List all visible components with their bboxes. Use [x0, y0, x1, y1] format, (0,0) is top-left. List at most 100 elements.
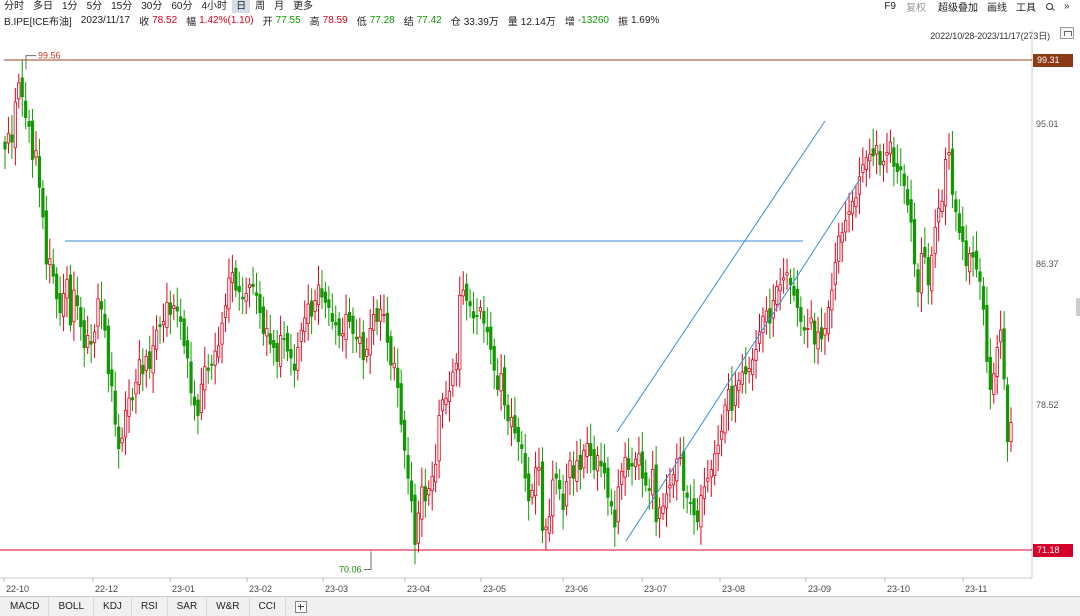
candle-body-up — [764, 310, 768, 323]
search-icon[interactable] — [1045, 2, 1055, 12]
candlestick-chart[interactable]: 99.56 70.06 22-10 22-12 23-01 23-02 23-03 23-0… — [0, 0, 1080, 596]
candle-body-down — [482, 310, 486, 324]
volume-value: 12.14万 — [520, 17, 556, 28]
candle-body-down — [502, 367, 507, 406]
candle-body-down — [468, 301, 472, 307]
period-tab[interactable]: 5分 — [86, 1, 103, 12]
candle-body-down — [609, 501, 613, 507]
candle-body-up — [265, 328, 269, 337]
side-panel-toggle[interactable] — [1076, 298, 1080, 316]
open-value: 77.55 — [275, 15, 301, 26]
period-tab[interactable]: 15分 — [111, 1, 133, 12]
period-tab[interactable]: 分时 — [4, 1, 24, 12]
period-tab[interactable]: 4小时 — [201, 1, 228, 12]
candle-body-down — [878, 151, 882, 166]
period-tab[interactable]: 1分 — [62, 1, 78, 12]
candle-body-up — [137, 359, 141, 385]
period-tab-daily[interactable]: 日 — [232, 0, 251, 13]
candle-body-up — [661, 505, 665, 514]
candle-body-up — [544, 526, 548, 531]
candle-body-up — [1009, 422, 1013, 442]
candle-body-up — [440, 399, 445, 412]
candle-body-up — [430, 476, 434, 491]
symbol-name: B.IPE[ICE布油] — [4, 17, 72, 28]
candle-body-up — [96, 298, 100, 327]
candle-body-up — [458, 294, 462, 370]
indicator-tab-sar[interactable]: SAR — [168, 597, 208, 616]
candle-body-up — [547, 516, 551, 534]
indicator-tab-cci[interactable]: CCI — [250, 597, 286, 616]
period-tab[interactable]: 60分 — [171, 1, 193, 12]
draw-line-button[interactable]: 画线 — [987, 3, 1007, 14]
indicator-tab-macd[interactable]: MACD — [0, 597, 50, 616]
candle-body-up — [854, 197, 858, 208]
candle-body-down — [130, 397, 135, 401]
candle-body-up — [248, 284, 252, 289]
candle-body-up — [230, 272, 234, 284]
candle-body-up — [444, 397, 448, 405]
period-tab-more[interactable]: 更多 — [293, 1, 314, 12]
candle-body-down — [251, 283, 255, 288]
tools-button[interactable]: 工具 — [1016, 3, 1036, 14]
period-tab[interactable]: 多日 — [33, 1, 53, 12]
candle-body-down — [79, 307, 83, 328]
candle-body-down — [289, 349, 293, 359]
candle-body-down — [471, 311, 476, 319]
candle-body-up — [499, 373, 503, 392]
candle-body-up — [620, 470, 624, 485]
candle-body-up — [737, 380, 741, 391]
candle-body-down — [175, 306, 179, 312]
indicator-tab-wr[interactable]: W&R — [207, 597, 250, 616]
candle-body-down — [41, 187, 45, 218]
candle-body-down — [103, 313, 107, 331]
candle-body-up — [61, 293, 66, 317]
x-tick-label: 23-06 — [565, 584, 588, 594]
candle-body-down — [292, 363, 296, 371]
candle-body-up — [427, 488, 431, 496]
candle-body-up — [316, 284, 321, 306]
period-tab[interactable]: 周 — [255, 1, 266, 12]
candle-body-down — [527, 473, 531, 502]
change-label: 幅 — [186, 17, 197, 28]
candle-body-down — [606, 467, 610, 498]
candle-body-down — [981, 286, 986, 310]
super-overlay-button[interactable]: 超级叠加 — [938, 3, 978, 14]
candle-body-up — [382, 314, 386, 316]
candle-body-up — [296, 347, 300, 371]
candle-body-down — [206, 367, 210, 371]
candle-body-up — [857, 176, 862, 195]
open-label: 开 — [262, 17, 273, 28]
period-tab[interactable]: 月 — [274, 1, 285, 12]
candle-body-down — [647, 488, 651, 491]
restore-rights-button[interactable]: 复权 — [906, 3, 926, 14]
candle-body-up — [478, 307, 483, 312]
candle-body-down — [589, 443, 593, 456]
f9-button[interactable]: F9 — [884, 1, 896, 12]
candle-body-up — [585, 442, 589, 457]
x-tick-label: 23-05 — [483, 584, 506, 594]
candle-body-down — [117, 426, 121, 450]
candle-body-up — [830, 289, 834, 311]
candle-body-down — [354, 336, 359, 340]
candle-body-down — [768, 308, 772, 324]
candle-body-up — [451, 371, 455, 387]
candle-body-down — [571, 465, 576, 479]
candle-body-up — [868, 153, 872, 162]
period-tab[interactable]: 30分 — [141, 1, 163, 12]
add-indicator-icon[interactable] — [294, 600, 307, 613]
x-tick-label: 23-02 — [249, 584, 272, 594]
double-chevron-right-icon[interactable]: » — [1064, 0, 1070, 12]
indicator-tab-kdj[interactable]: KDJ — [94, 597, 132, 616]
candle-body-up — [434, 463, 438, 483]
range-select-button[interactable] — [1060, 27, 1074, 39]
candle-body-down — [310, 300, 314, 317]
indicator-tab-boll[interactable]: BOLL — [49, 597, 95, 616]
candle-body-down — [496, 375, 500, 390]
candle-body-up — [595, 455, 600, 472]
candle-body-up — [533, 467, 538, 497]
candle-body-up — [341, 333, 345, 337]
candle-body-down — [599, 460, 603, 467]
candle-body-up — [751, 359, 755, 375]
candle-body-down — [347, 311, 352, 322]
indicator-tab-rsi[interactable]: RSI — [132, 597, 168, 616]
